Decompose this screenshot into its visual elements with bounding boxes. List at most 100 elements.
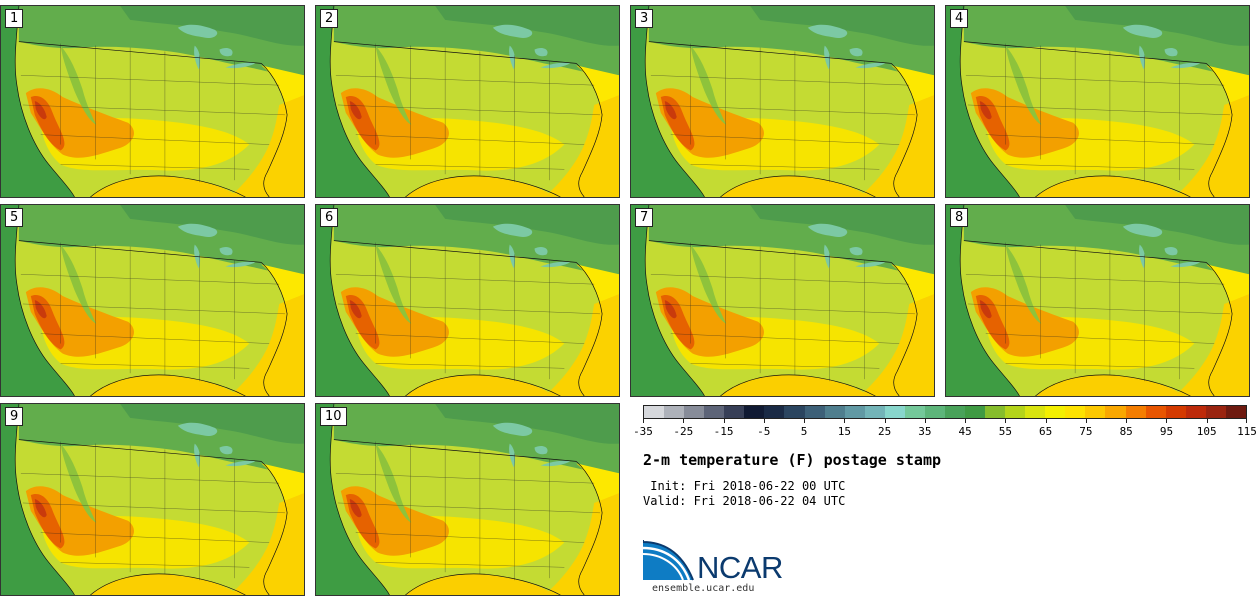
- colorbar-tick-label: -35: [633, 425, 653, 438]
- map-panel: 7: [630, 204, 935, 397]
- colorbar-segment: [1225, 406, 1246, 418]
- colorbar-tick: [965, 419, 967, 423]
- colorbar-tick: [804, 419, 806, 423]
- panel-number-label: 5: [5, 208, 24, 227]
- colorbar-segment: [1025, 406, 1046, 418]
- colorbar-tick-label: -25: [673, 425, 694, 438]
- ncar-logo-icon: [643, 540, 694, 581]
- colorbar-segment: [924, 406, 945, 418]
- colorbar-segment: [1105, 406, 1126, 418]
- panel-number-label: 10: [320, 407, 347, 426]
- colorbar-segment: [1165, 406, 1186, 418]
- colorbar-tick: [1246, 419, 1247, 423]
- map-panel: 2: [315, 5, 620, 198]
- colorbar-segment: [1085, 406, 1106, 418]
- colorbar-tick-label: 95: [1159, 425, 1174, 438]
- logo-text: NCAR: [697, 550, 783, 585]
- colorbar-segment: [644, 406, 665, 418]
- colorbar-tick-label: 35: [918, 425, 932, 438]
- colorbar-segment: [1005, 406, 1026, 418]
- colorbar-tick: [683, 419, 685, 423]
- panel-number-label: 8: [950, 208, 969, 227]
- colorbar-segment: [1065, 406, 1086, 418]
- colorbar-tick: [1206, 419, 1208, 423]
- colorbar-segment: [804, 406, 825, 418]
- map-title: 2-m temperature (F) postage stamp: [643, 451, 942, 469]
- colorbar-tick: [884, 419, 886, 423]
- colorbar-tick-label: 45: [958, 425, 972, 438]
- colorbar-segment: [1045, 406, 1066, 418]
- colorbar-tick-label: 55: [998, 425, 1013, 438]
- map-panel: 6: [315, 204, 620, 397]
- colorbar-segment: [904, 406, 925, 418]
- colorbar-tick: [1166, 419, 1168, 423]
- colorbar-segment: [664, 406, 685, 418]
- colorbar-segment: [724, 406, 745, 418]
- colorbar-tick: [763, 419, 765, 423]
- init-time: Init: Fri 2018-06-22 00 UTC: [643, 479, 846, 493]
- colorbar-segment: [704, 406, 725, 418]
- map-image: [946, 205, 1249, 396]
- map-image: [946, 6, 1249, 197]
- colorbar-segment: [764, 406, 785, 418]
- map-panel: 9: [0, 403, 305, 596]
- colorbar-tick-label: 115: [1237, 425, 1257, 438]
- panel-number-label: 9: [5, 407, 24, 426]
- colorbar-tick: [643, 419, 644, 423]
- panel-number-label: 3: [635, 9, 654, 28]
- map-image: [1, 6, 304, 197]
- map-image: [316, 205, 619, 396]
- colorbar-tick: [1126, 419, 1128, 423]
- panel-number-label: 7: [635, 208, 654, 227]
- map-image: [631, 205, 934, 396]
- map-panel: 4: [945, 5, 1250, 198]
- valid-time: Valid: Fri 2018-06-22 04 UTC: [643, 494, 846, 508]
- map-panel: 5: [0, 204, 305, 397]
- map-panel: 10: [315, 403, 620, 596]
- colorbar-tick-label: -5: [757, 425, 771, 438]
- map-panel: 8: [945, 204, 1250, 397]
- colorbar-segment: [864, 406, 885, 418]
- colorbar-segment: [965, 406, 986, 418]
- colorbar-tick-label: 15: [837, 425, 851, 438]
- panel-number-label: 1: [5, 9, 24, 28]
- colorbar-segment: [824, 406, 845, 418]
- colorbar-segment: [784, 406, 805, 418]
- colorbar-segment: [1205, 406, 1226, 418]
- colorbar-tick-label: 85: [1119, 425, 1133, 438]
- panel-number-label: 6: [320, 208, 339, 227]
- map-panel: 1: [0, 5, 305, 198]
- map-image: [1, 205, 304, 396]
- map-image: [631, 6, 934, 197]
- colorbar-tick: [1085, 419, 1087, 423]
- colorbar-segment: [844, 406, 865, 418]
- colorbar-tick: [844, 419, 846, 423]
- colorbar-ticks: -35 -25 -15 -5 5 15 25 35 45 55 65 75 85 95 105 115: [633, 419, 1257, 441]
- map-panel: 3: [630, 5, 935, 198]
- colorbar-tick: [924, 419, 926, 423]
- colorbar-tick: [1005, 419, 1007, 423]
- colorbar-tick: [1045, 419, 1047, 423]
- colorbar: [643, 405, 1247, 419]
- colorbar-segment: [884, 406, 905, 418]
- colorbar-tick-label: 75: [1079, 425, 1093, 438]
- colorbar-tick-label: -15: [713, 425, 734, 438]
- colorbar-segment: [1185, 406, 1206, 418]
- colorbar-segment: [684, 406, 705, 418]
- colorbar-tick-label: 65: [1039, 425, 1053, 438]
- colorbar-segment: [1125, 406, 1146, 418]
- colorbar-tick-label: 5: [800, 425, 808, 438]
- colorbar-tick-label: 25: [877, 425, 892, 438]
- colorbar-segment: [744, 406, 765, 418]
- panel-number-label: 2: [320, 9, 339, 28]
- map-image: [316, 404, 619, 595]
- colorbar-segment: [985, 406, 1006, 418]
- colorbar-tick: [723, 419, 725, 423]
- panel-number-label: 4: [950, 9, 969, 28]
- map-image: [1, 404, 304, 595]
- map-image: [316, 6, 619, 197]
- site-url: ensemble.ucar.edu: [652, 583, 755, 594]
- colorbar-tick-label: 105: [1196, 425, 1217, 438]
- colorbar-segment: [944, 406, 965, 418]
- colorbar-segment: [1145, 406, 1166, 418]
